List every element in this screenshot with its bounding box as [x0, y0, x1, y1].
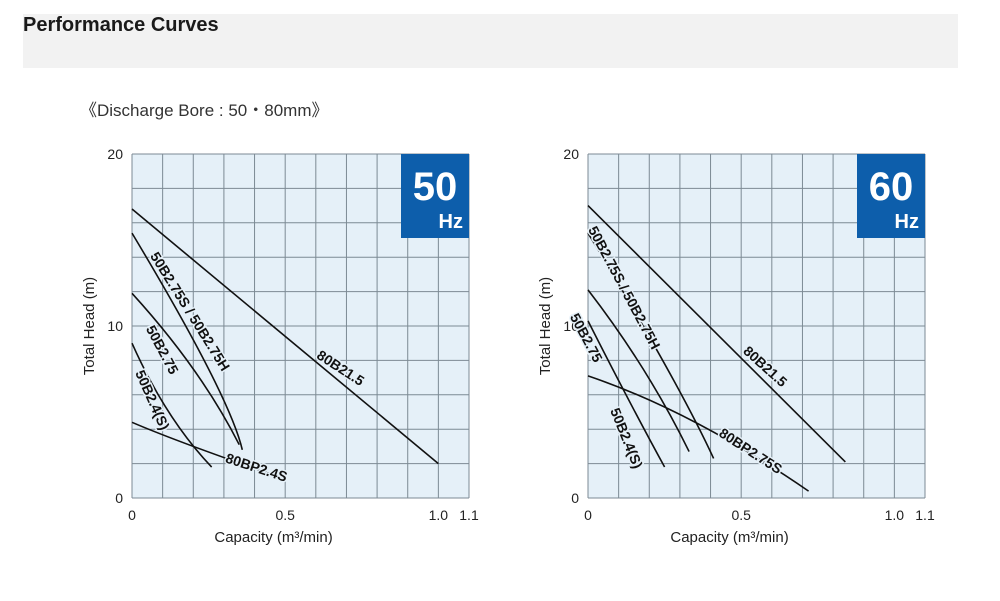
frequency-badge-value: 60 [869, 165, 914, 209]
y-tick-label: 0 [571, 490, 579, 506]
curve-50b2-75 [131, 292, 240, 446]
y-axis-label: Total Head (m) [81, 277, 98, 375]
y-axis-label: Total Head (m) [537, 277, 554, 375]
curve-50b2-75 [587, 289, 690, 452]
frequency-badge-unit: Hz [895, 211, 919, 233]
y-tick-label: 10 [563, 318, 579, 334]
x-tick-label: 1.0 [885, 507, 905, 523]
curve-50b2-4-s- [131, 342, 213, 468]
frequency-badge-unit: Hz [439, 211, 463, 233]
y-tick-label: 0 [115, 490, 123, 506]
curve-50b2-75s-50b2-75h [131, 232, 244, 451]
x-tick-label: 0 [128, 507, 136, 523]
x-tick-label: 1.1 [915, 507, 935, 523]
curve-50b2-4-s- [587, 320, 666, 468]
frequency-badge [857, 154, 925, 238]
y-tick-label: 20 [107, 146, 123, 162]
header-bar [23, 14, 958, 68]
curve-80b21-5 [587, 205, 846, 463]
x-axis-label: Capacity (m³/min) [670, 529, 788, 546]
x-tick-label: 1.0 [429, 507, 449, 523]
x-tick-label: 1.1 [459, 507, 479, 523]
y-tick-label: 10 [107, 318, 123, 334]
frequency-badge [401, 154, 469, 238]
page-title: Performance Curves [23, 14, 219, 36]
chart-subtitle: 《Discharge Bore : 50・80mm》 [80, 101, 329, 120]
x-tick-label: 0.5 [275, 507, 295, 523]
curve-80bp2-4s [131, 421, 286, 480]
curve-50b2-75s-50b2-75h [587, 232, 715, 459]
frequency-badge-value: 50 [413, 165, 458, 209]
y-tick-label: 20 [563, 146, 579, 162]
curve-80bp2-75s [587, 375, 810, 492]
x-tick-label: 0 [584, 507, 592, 523]
x-tick-label: 0.5 [731, 507, 751, 523]
x-axis-label: Capacity (m³/min) [214, 529, 332, 546]
curve-80b21-5 [131, 208, 439, 465]
